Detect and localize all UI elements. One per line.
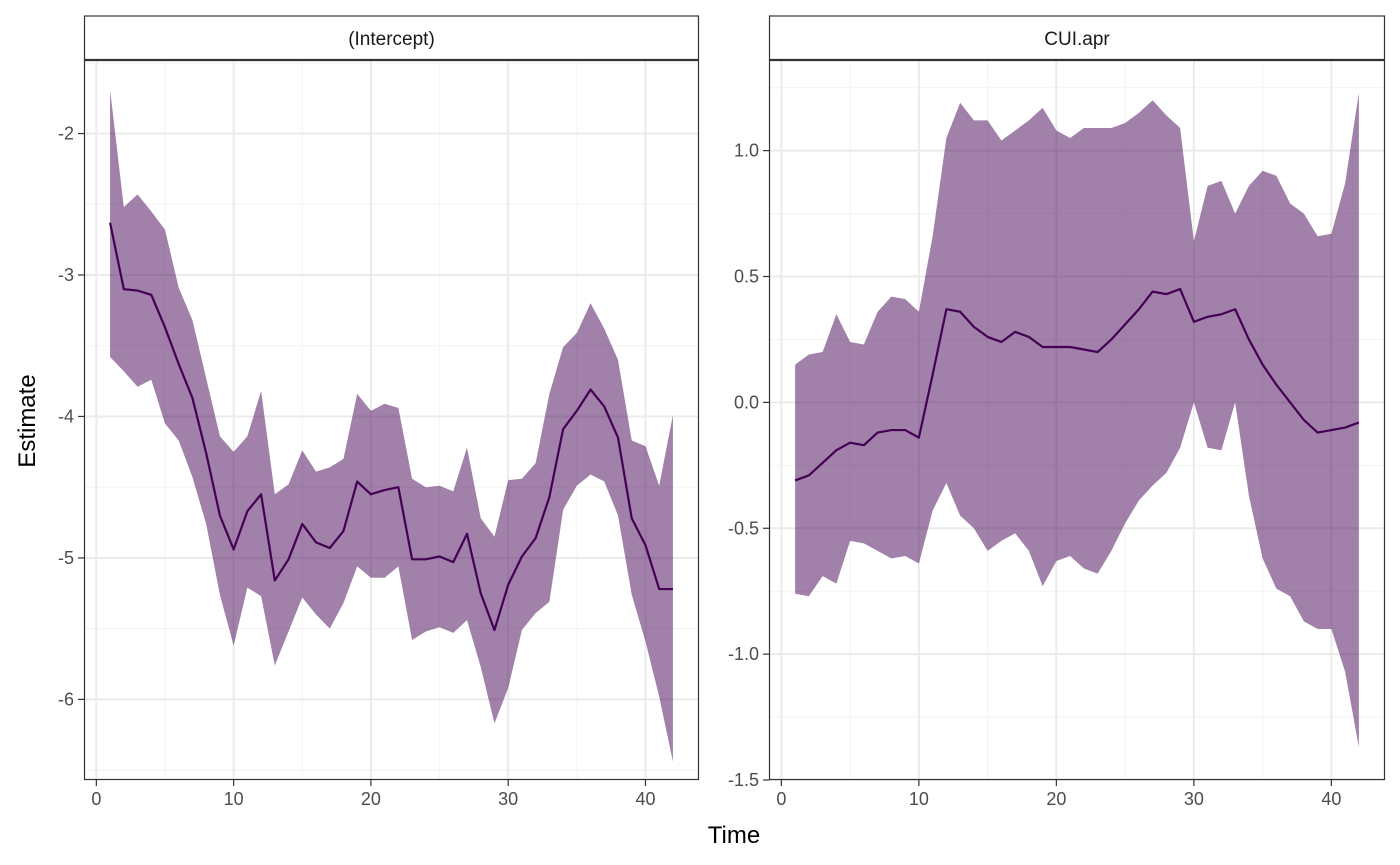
strip-label: CUI.apr xyxy=(1044,29,1110,50)
estimate-line xyxy=(109,222,673,632)
y-tick-label: -5 xyxy=(58,548,74,568)
x-tick-label: 0 xyxy=(91,789,101,809)
x-tick-label: 10 xyxy=(909,789,929,809)
x-tick-label: 40 xyxy=(1321,789,1341,809)
panel-intercept: (Intercept) 0 10 20 30 40 -6 -5 -4 -3 -2 xyxy=(58,15,700,809)
y-tick-label: -0.5 xyxy=(728,518,759,538)
y-axis-title: Estimate xyxy=(14,374,41,467)
x-tick-label: 20 xyxy=(1046,789,1066,809)
x-tick-label: 10 xyxy=(224,789,244,809)
y-tick-label: 1.0 xyxy=(734,141,759,161)
x-tick-label: 0 xyxy=(776,789,786,809)
y-tick-label: -2 xyxy=(58,124,74,144)
x-tick-label: 30 xyxy=(498,789,518,809)
confidence-ribbon xyxy=(110,89,673,762)
x-axis-title: Time xyxy=(708,822,760,849)
panel-cui-apr: CUI.apr 0 10 20 30 40 -1.5 -1.0 -0.5 0.0 0.5 1.0 xyxy=(728,15,1386,809)
confidence-ribbon xyxy=(795,92,1359,748)
x-tick-label: 40 xyxy=(635,789,655,809)
y-tick-label: -3 xyxy=(58,265,74,285)
y-tick-label: 0.5 xyxy=(734,267,759,287)
strip-box xyxy=(768,15,1386,61)
strip-label: (Intercept) xyxy=(348,29,435,50)
y-tick-label: 0.0 xyxy=(734,392,759,412)
y-tick-label: -6 xyxy=(58,689,74,709)
x-tick-label: 30 xyxy=(1184,789,1204,809)
y-tick-label: -4 xyxy=(58,406,74,426)
estimate-line xyxy=(794,287,1360,482)
y-tick-label: -1.0 xyxy=(728,644,759,664)
x-tick-label: 20 xyxy=(361,789,381,809)
y-tick-label: -1.5 xyxy=(728,770,759,790)
